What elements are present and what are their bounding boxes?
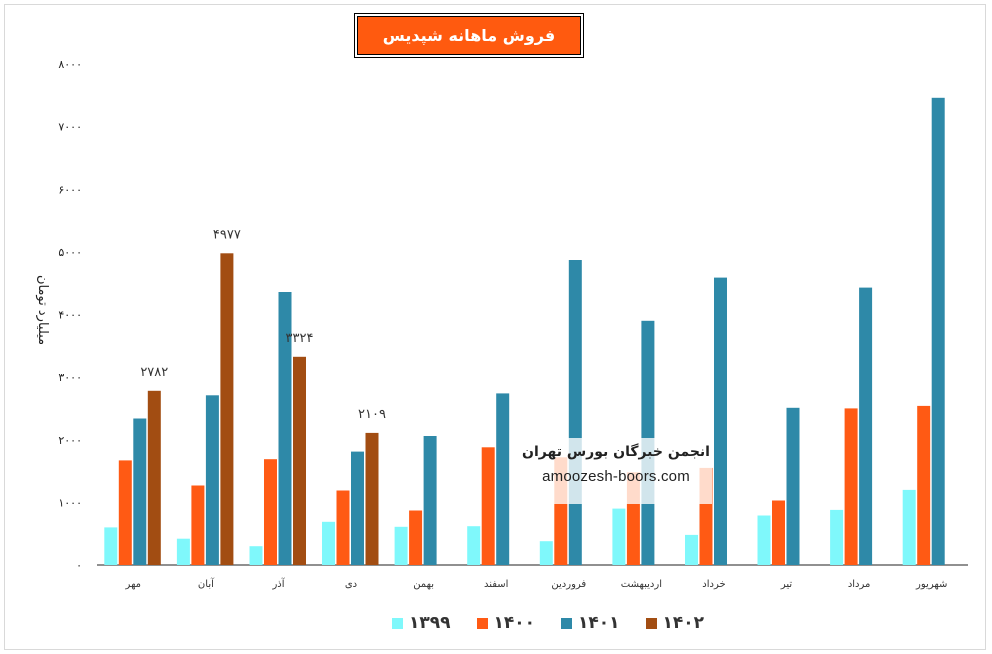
bar-۱۳۹۹-خرداد <box>685 534 698 565</box>
x-tick-label: اسفند <box>484 579 508 590</box>
x-tick-label: اردیبهشت <box>621 579 662 590</box>
bar-۱۴۰۱-دی <box>351 451 364 565</box>
bar-۱۳۹۹-شهریور <box>902 489 916 565</box>
legend-item: ۱۴۰۱ <box>561 612 620 634</box>
y-tick-label: ۳۰۰۰ <box>58 371 82 384</box>
bar-۱۴۰۱-تیر <box>786 407 800 565</box>
legend-item: ۱۴۰۰ <box>476 612 536 634</box>
bar-۱۴۰۰-مهر <box>118 460 132 565</box>
legend-label: ۱۴۰۲ <box>662 613 705 633</box>
bar-۱۴۰۱-بهمن <box>423 436 437 565</box>
bar-۱۴۰۰-دی <box>336 490 350 565</box>
y-tick-label: ۲۰۰۰ <box>58 434 82 447</box>
y-tick-label: ۰ <box>76 559 82 572</box>
x-tick-label: تیر <box>780 579 793 590</box>
bar-۱۴۰۰-آذر <box>264 459 277 565</box>
legend-swatch <box>561 617 573 629</box>
y-tick-label: ۷۰۰۰ <box>58 121 82 134</box>
chart-legend: ۱۳۹۹ ۱۴۰۰ ۱۴۰۱ ۱۴۰۲ <box>392 612 704 634</box>
chart-frame <box>4 4 986 650</box>
legend-label: ۱۳۹۹ <box>409 613 451 633</box>
y-tick-label: ۶۰۰۰ <box>58 183 82 196</box>
bar-۱۴۰۱-شهریور <box>931 97 945 566</box>
x-tick-label: آبان <box>198 577 215 590</box>
y-tick-label: ۵۰۰۰ <box>58 246 82 259</box>
bar-۱۴۰۱-آبان <box>205 395 219 565</box>
x-tick-label: بهمن <box>413 579 434 590</box>
bar-۱۳۹۹-دی <box>322 521 335 565</box>
bar-۱۴۰۲-مهر <box>147 390 161 565</box>
data-label: ۴۹۷۷ <box>213 227 241 242</box>
legend-swatch <box>392 617 403 629</box>
bar-۱۴۰۰-اسفند <box>481 447 495 565</box>
bar-۱۳۹۹-آبان <box>176 538 190 565</box>
y-tick-label: ۴۰۰۰ <box>58 309 82 322</box>
legend-item: ۱۳۹۹ <box>392 612 451 634</box>
bar-۱۴۰۱-مهر <box>133 418 147 565</box>
bar-۱۴۰۰-شهریور <box>917 405 931 565</box>
x-tick-label: خرداد <box>702 579 725 590</box>
x-tick-label: مهر <box>125 579 141 590</box>
bar-۱۴۰۱-اسفند <box>496 393 510 565</box>
y-tick-label: ۸۰۰۰ <box>58 58 82 71</box>
bar-۱۳۹۹-تیر <box>757 515 771 565</box>
bar-۱۴۰۱-مرداد <box>859 287 873 565</box>
watermark: انجمن خبرگان بورس تهران amoozesh-boors.c… <box>520 438 712 504</box>
bar-۱۴۰۲-آذر <box>293 356 306 565</box>
watermark-url: amoozesh-boors.com <box>542 468 690 485</box>
bar-۱۴۰۱-آذر <box>278 292 292 565</box>
bar-۱۳۹۹-مهر <box>104 527 118 565</box>
legend-label: ۱۴۰۰ <box>493 613 536 633</box>
bar-۱۳۹۹-مرداد <box>830 509 844 565</box>
chart-title: فروش ماهانه شپدیس <box>354 13 584 58</box>
bar-۱۴۰۰-بهمن <box>409 510 423 565</box>
bar-۱۳۹۹-اسفند <box>467 526 481 565</box>
x-tick-label: آذر <box>271 577 285 590</box>
bar-۱۳۹۹-فروردین <box>539 541 553 565</box>
x-tick-label: مرداد <box>848 579 871 590</box>
bar-۱۴۰۱-خرداد <box>714 277 727 565</box>
x-tick-label: فروردین <box>551 579 586 590</box>
bar-۱۴۰۱-فروردین <box>568 260 582 565</box>
x-tick-label: دی <box>345 579 357 590</box>
bar-۱۳۹۹-بهمن <box>394 526 408 565</box>
y-tick-label: ۱۰۰۰ <box>58 496 82 509</box>
legend-item: ۱۴۰۲ <box>645 612 705 634</box>
legend-label: ۱۴۰۱ <box>578 613 620 633</box>
bar-۱۴۰۰-تیر <box>772 500 785 565</box>
legend-swatch <box>476 617 488 629</box>
data-label: ۲۱۰۹ <box>358 407 386 422</box>
data-label: ۳۳۲۴ <box>286 331 314 346</box>
x-tick-label: شهریور <box>915 579 947 590</box>
bar-۱۴۰۲-دی <box>365 432 379 565</box>
legend-swatch <box>645 617 657 629</box>
bar-۱۴۰۰-آبان <box>191 485 205 565</box>
bar-۱۴۰۲-آبان <box>220 253 234 566</box>
bar-۱۳۹۹-آذر <box>249 546 263 565</box>
data-label: ۲۷۸۲ <box>140 365 168 380</box>
bar-۱۳۹۹-اردیبهشت <box>612 508 626 565</box>
watermark-title: انجمن خبرگان بورس تهران <box>522 444 710 460</box>
bar-۱۴۰۰-مرداد <box>844 408 858 565</box>
